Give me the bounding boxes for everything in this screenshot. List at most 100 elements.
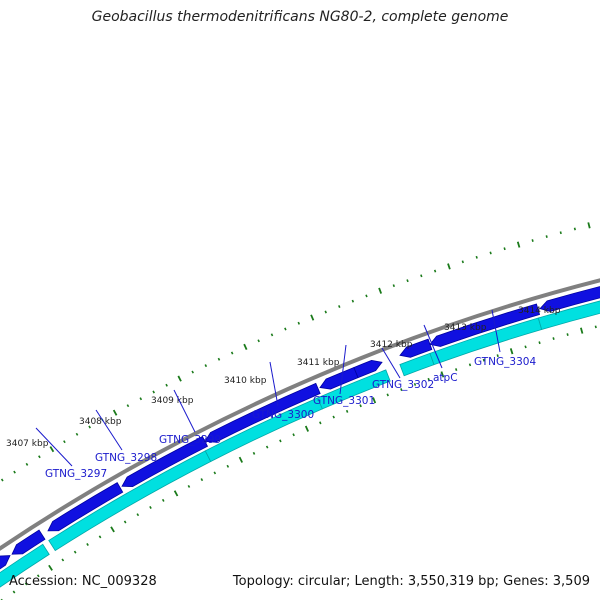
outer-tick-22 xyxy=(271,334,272,336)
outer-tick-19 xyxy=(232,352,233,354)
inner-tick-45 xyxy=(581,328,583,334)
kbp-label-3409: 3409 kbp xyxy=(151,396,194,406)
inner-tick-25 xyxy=(306,426,308,431)
inner-tick-42 xyxy=(539,341,540,343)
inner-tick-6 xyxy=(62,559,63,561)
kbp-label-3412: 3412 kbp xyxy=(370,340,413,350)
inner-tick-43 xyxy=(553,337,554,339)
outer-tick-25 xyxy=(311,315,313,321)
outer-tick-15 xyxy=(178,376,181,381)
outer-tick-11 xyxy=(127,405,128,407)
reverse-strand-genes xyxy=(0,300,600,588)
outer-tick-44 xyxy=(575,228,576,230)
inner-tick-7 xyxy=(75,551,76,553)
leader-line-3 xyxy=(270,362,278,406)
outer-tick-14 xyxy=(166,384,167,386)
outer-tick-35 xyxy=(448,264,450,270)
kbp-label-3407: 3407 kbp xyxy=(6,439,49,449)
kbp-label-3408: 3408 kbp xyxy=(79,417,122,427)
outer-tick-26 xyxy=(325,311,326,313)
outer-tick-41 xyxy=(532,239,533,241)
outer-tick-36 xyxy=(462,261,463,263)
outer-tick-38 xyxy=(490,252,491,254)
outer-tick-7 xyxy=(76,433,77,435)
outer-tick-12 xyxy=(140,398,141,400)
outer-tick-24 xyxy=(298,322,299,324)
outer-tick-21 xyxy=(258,340,259,342)
inner-tick-9 xyxy=(99,536,100,538)
outer-tick-17 xyxy=(205,364,206,366)
inner-tick-31 xyxy=(387,394,388,396)
outer-tick-3 xyxy=(26,463,27,465)
inner-tick-5 xyxy=(49,565,52,570)
outer-tick-5 xyxy=(50,447,53,452)
outer-tick-10 xyxy=(114,410,117,415)
outer-tick-39 xyxy=(504,248,505,250)
accession-text: Accession: NC_009328 xyxy=(9,574,157,589)
outer-tick-1 xyxy=(2,479,3,481)
inner-tick-12 xyxy=(137,514,138,516)
inner-tick-26 xyxy=(320,422,321,424)
inner-tick-20 xyxy=(240,457,243,462)
inner-tick-21 xyxy=(253,452,254,454)
gene-label-gtng-3299: GTNG_3299 xyxy=(159,434,221,446)
inner-tick-8 xyxy=(87,543,88,545)
inner-tick-11 xyxy=(125,521,126,523)
outer-tick-34 xyxy=(435,270,436,272)
outer-tick-23 xyxy=(285,328,286,330)
gene-label-gtng-3297: GTNG_3297 xyxy=(45,468,107,480)
outer-tick-37 xyxy=(476,256,477,258)
gene-label-gtng-3298: GTNG_3298 xyxy=(95,452,157,464)
inner-tick-27 xyxy=(333,416,334,418)
outer-tick-42 xyxy=(546,235,547,237)
kbp-label-3413: 3413 kbp xyxy=(444,323,487,333)
inner-tick-19 xyxy=(227,465,228,467)
inner-tick-44 xyxy=(567,333,568,335)
outer-tick-20 xyxy=(244,344,247,349)
gene-label-atpc: atpC xyxy=(433,372,458,384)
gene-label-gtng-3304: GTNG_3304 xyxy=(474,356,536,368)
inner-tick-24 xyxy=(293,434,294,436)
kbp-label-3414: 3414 kbp xyxy=(518,306,561,316)
inner-tick-17 xyxy=(201,479,202,481)
gene-label-gtng-3300: GTNG_3300 xyxy=(252,409,314,421)
inner-tick-22 xyxy=(267,446,268,448)
inner-tick-46 xyxy=(595,326,596,328)
outer-tick-43 xyxy=(560,232,561,234)
outer-tick-32 xyxy=(407,280,408,282)
inner-tick-40 xyxy=(511,348,513,354)
inner-tick-28 xyxy=(347,410,348,412)
inner-tick-14 xyxy=(163,499,164,501)
gene-label-gtng-3301: GTNG_3301 xyxy=(313,395,375,407)
inner-tick-18 xyxy=(214,472,215,474)
outer-tick-40 xyxy=(518,242,520,248)
outer-tick-18 xyxy=(218,358,219,360)
leader-line-1 xyxy=(96,410,122,450)
inner-tick-23 xyxy=(280,440,281,442)
inner-tick-41 xyxy=(525,346,526,348)
inner-tick-15 xyxy=(175,491,178,496)
inner-tick-13 xyxy=(150,506,151,508)
inner-tick-36 xyxy=(456,368,457,370)
gene-label-gtng-3302: GTNG_3302 xyxy=(372,379,434,391)
kbp-label-3411: 3411 kbp xyxy=(297,358,340,368)
topology-text: Topology: circular; Length: 3,550,319 bp… xyxy=(233,574,590,589)
outer-tick-45 xyxy=(588,222,589,228)
inner-tick-10 xyxy=(111,527,114,532)
kbp-label-3410: 3410 kbp xyxy=(224,376,267,386)
inner-tick-37 xyxy=(470,364,471,366)
outer-tick-28 xyxy=(352,300,353,302)
outer-tick-30 xyxy=(379,288,381,294)
outer-tick-27 xyxy=(339,305,340,307)
outer-tick-4 xyxy=(39,456,40,458)
outer-tick-2 xyxy=(14,471,15,473)
outer-tick-13 xyxy=(153,391,154,393)
outer-tick-31 xyxy=(393,284,394,286)
outer-tick-33 xyxy=(421,275,422,277)
inner-tick-2 xyxy=(13,591,14,593)
outer-tick-6 xyxy=(64,441,65,443)
inner-tick-16 xyxy=(188,485,189,487)
outer-tick-29 xyxy=(366,295,367,297)
outer-tick-16 xyxy=(192,371,193,373)
